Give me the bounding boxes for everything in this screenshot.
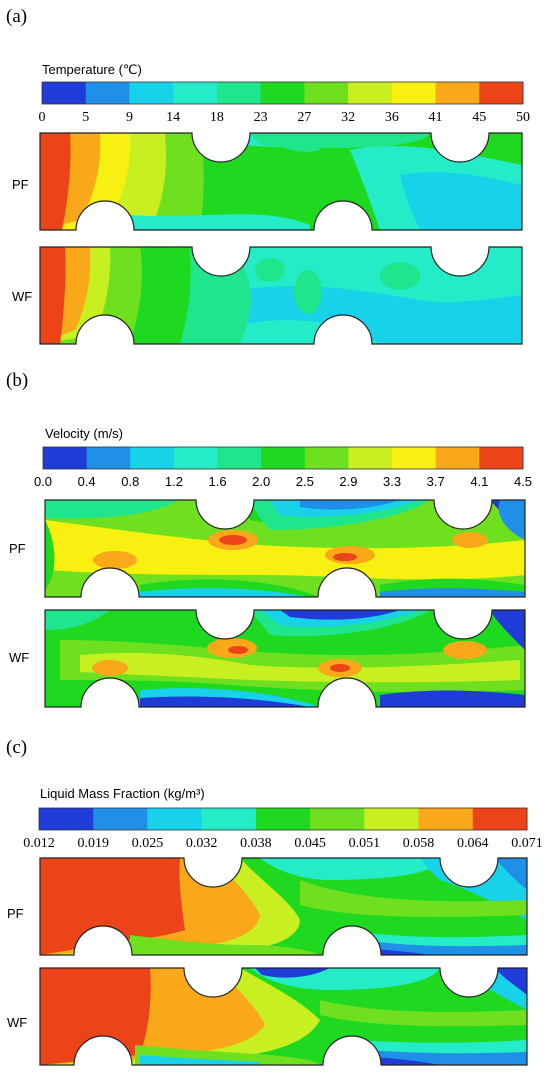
colorbar-swatch-c-8 <box>472 808 528 830</box>
panel-c-colorbar <box>38 807 528 831</box>
colorbar-swatch-b-1 <box>86 447 131 469</box>
tick-label-a-10: 45 <box>472 110 487 125</box>
panel-b-label: (b) <box>6 370 29 391</box>
colorbar-swatch-c-5 <box>310 808 365 830</box>
tick-label-a-5: 23 <box>253 110 268 125</box>
colorbar-swatch-a-7 <box>348 82 393 104</box>
tick-label-b-0: 0.0 <box>33 474 53 489</box>
colorbar-frame-a <box>41 81 524 105</box>
tick-label-b-11: 4.5 <box>513 474 533 489</box>
tick-label-c-3: 0.032 <box>185 836 218 851</box>
tick-label-a-1: 5 <box>82 110 90 125</box>
colorbar-swatch-b-6 <box>304 447 349 469</box>
panel-c-label: (c) <box>6 737 28 758</box>
colorbar-swatch-b-7 <box>348 447 393 469</box>
tick-label-b-3: 1.2 <box>164 474 183 489</box>
tick-label-a-2: 9 <box>125 110 133 125</box>
tick-label-b-4: 1.6 <box>208 474 227 489</box>
colorbar-swatch-c-3 <box>201 808 257 830</box>
tick-label-b-1: 0.4 <box>77 474 96 489</box>
panel-a-wf-contour <box>40 247 522 344</box>
colorbar-swatch-c-1 <box>93 808 148 830</box>
tick-label-c-9: 0.071 <box>511 836 543 851</box>
tick-label-a-7: 32 <box>341 110 356 125</box>
tick-label-a-3: 14 <box>166 110 181 125</box>
panel-a-pf-contour <box>40 133 522 230</box>
tick-label-a-4: 18 <box>209 110 224 125</box>
panel-b-wf-contour <box>45 610 525 707</box>
panel-c-tick-labels: 0.012 0.019 0.025 0.032 0.038 0.045 0.051 0.058… <box>0 836 550 854</box>
panel-b-colorbar <box>42 446 524 470</box>
panel-c-pf-contour <box>40 858 527 955</box>
colorbar-swatch-c-7 <box>418 808 474 830</box>
panel-a-colorbar-title: Temperature (℃) <box>42 62 142 77</box>
panel-a-colorbar <box>41 81 524 105</box>
colorbar-frame-c <box>38 807 528 831</box>
tick-label-c-7: 0.058 <box>402 836 435 851</box>
colorbar-swatch-c-0 <box>39 808 94 830</box>
panel-a-pf-label: PF <box>12 177 29 192</box>
colorbar-swatch-a-0 <box>42 82 87 104</box>
tick-label-b-10: 4.1 <box>470 474 489 489</box>
tick-label-c-4: 0.038 <box>240 836 272 851</box>
tick-label-a-11: 50 <box>516 110 530 125</box>
colorbar-frame-b <box>42 446 524 470</box>
panel-c-colorbar-title: Liquid Mass Fraction (kg/m³) <box>40 786 205 801</box>
colorbar-swatch-a-8 <box>391 82 437 104</box>
colorbar-swatch-a-6 <box>304 82 349 104</box>
panel-b-colorbar-title: Velocity (m/s) <box>45 426 124 441</box>
tick-label-b-5: 2.0 <box>252 474 271 489</box>
colorbar-swatch-a-2 <box>129 82 174 104</box>
colorbar-swatch-b-8 <box>392 447 437 469</box>
colorbar-swatch-a-9 <box>435 82 480 104</box>
panel-b-pf-contour <box>45 500 525 597</box>
colorbar-swatch-b-0 <box>43 447 88 469</box>
panel-a-label: (a) <box>6 6 28 27</box>
colorbar-swatch-c-4 <box>255 808 311 830</box>
tick-label-a-6: 27 <box>297 110 312 125</box>
colorbar-swatch-b-5 <box>261 447 306 469</box>
tick-label-a-0: 0 <box>38 110 46 125</box>
panel-c-pf-label: PF <box>7 906 24 921</box>
colorbar-swatch-a-10 <box>479 82 524 104</box>
tick-label-c-8: 0.064 <box>457 836 489 851</box>
colorbar-swatch-b-10 <box>479 447 524 469</box>
panel-c-wf-label: WF <box>7 1015 28 1030</box>
tick-label-b-8: 3.3 <box>383 474 402 489</box>
colorbar-swatch-a-4 <box>216 82 262 104</box>
tick-label-b-6: 2.5 <box>295 474 314 489</box>
tick-label-c-6: 0.051 <box>348 836 381 851</box>
panel-a-wf-label: WF <box>12 289 33 304</box>
panel-c-wf-contour <box>40 968 527 1065</box>
tick-label-c-5: 0.045 <box>294 836 326 851</box>
tick-label-b-9: 3.7 <box>426 474 445 489</box>
tick-label-b-7: 2.9 <box>339 474 358 489</box>
colorbar-swatch-b-4 <box>217 447 262 469</box>
colorbar-swatch-b-3 <box>173 447 219 469</box>
tick-label-a-8: 36 <box>384 110 399 125</box>
colorbar-swatch-b-9 <box>435 447 480 469</box>
colorbar-swatch-b-2 <box>130 447 175 469</box>
panel-b-wf-label: WF <box>9 650 30 665</box>
tick-label-c-0: 0.012 <box>23 836 55 851</box>
colorbar-swatch-a-1 <box>85 82 130 104</box>
tick-label-a-9: 41 <box>428 110 443 125</box>
tick-label-c-1: 0.019 <box>77 836 109 851</box>
panel-a-tick-labels: 0 5 9 14 18 23 27 32 36 41 45 50 <box>0 110 550 128</box>
panel-b-pf-label: PF <box>9 541 26 556</box>
colorbar-swatch-a-5 <box>260 82 305 104</box>
tick-label-c-2: 0.025 <box>131 836 164 851</box>
tick-label-b-2: 0.8 <box>121 474 140 489</box>
panel-b-tick-labels: 0.0 0.4 0.8 1.2 1.6 2.0 2.5 2.9 3.3 3.7 4.1 4.5 <box>0 474 550 492</box>
colorbar-swatch-c-2 <box>147 808 203 830</box>
colorbar-swatch-c-6 <box>364 808 420 830</box>
colorbar-swatch-a-3 <box>173 82 218 104</box>
